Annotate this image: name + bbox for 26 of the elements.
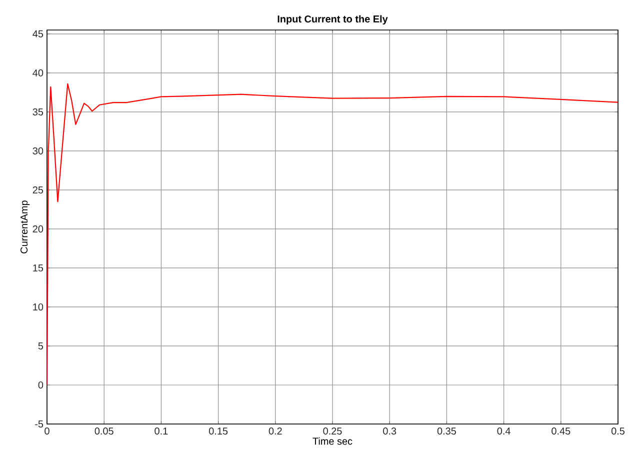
y-tick-label: 25	[32, 186, 44, 194]
x-tick-label: 0.25	[323, 428, 342, 435]
y-tick-label: 5	[38, 342, 44, 350]
line-series	[47, 83, 618, 386]
y-tick-label: -5	[35, 420, 44, 428]
x-tick-label: 0.45	[552, 428, 570, 435]
y-axis-title: CurrentAmp	[20, 200, 30, 254]
x-tick-label: 0.3	[383, 428, 396, 435]
x-tick-label: 0	[44, 428, 50, 435]
x-tick-label: 0.05	[94, 428, 114, 435]
y-tick-label: 45	[32, 30, 44, 38]
x-tick-label: 0.4	[497, 428, 510, 435]
x-tick-label: 0.5	[611, 428, 625, 435]
y-tick-label: 35	[32, 108, 44, 116]
x-tick-label: 0.1	[154, 428, 168, 435]
chart-title: Input Current to the Ely	[278, 15, 388, 24]
y-tick-label: 20	[32, 225, 44, 232]
y-tick-label: 10	[33, 303, 44, 310]
y-tick-label: 40	[32, 69, 44, 76]
y-tick-label: 30	[32, 147, 44, 154]
y-tick-label: 0	[38, 381, 44, 389]
y-tick-label: 15	[33, 264, 44, 272]
x-tick-label: 0.15	[208, 428, 228, 435]
x-tick-label: 0.35	[437, 428, 456, 435]
x-axis-title: Time sec	[312, 437, 352, 445]
x-tick-label: 0.2	[268, 428, 282, 435]
